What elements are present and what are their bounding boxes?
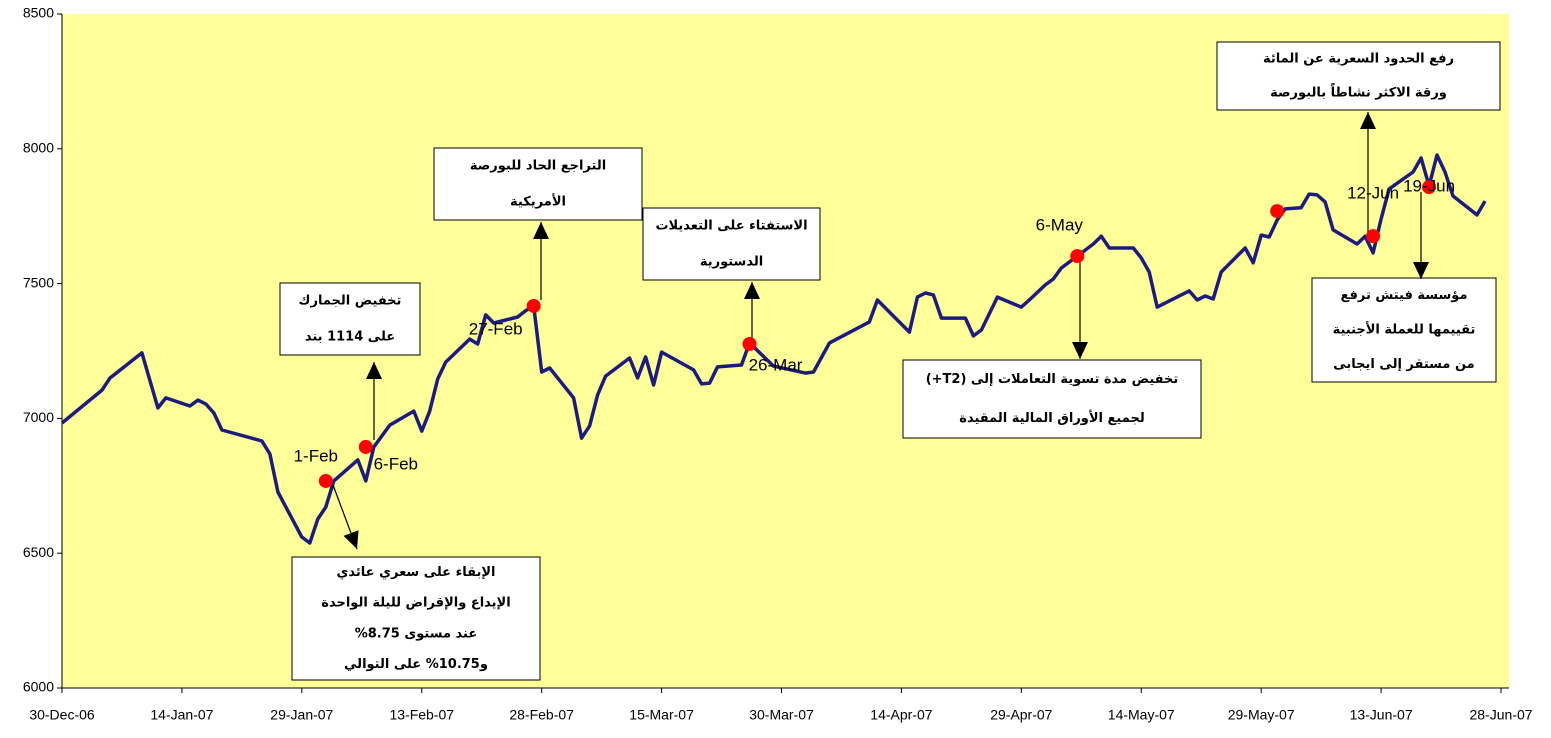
annotation-text: عند مستوى 8.75% <box>355 626 478 641</box>
event-date-label: 26-Mar <box>749 355 803 374</box>
event-date-label: 12-Jun <box>1347 184 1399 203</box>
y-tick-label: 6000 <box>23 679 54 695</box>
x-tick-label: 15-Mar-07 <box>629 707 694 723</box>
event-date-label: 6-Feb <box>374 454 418 473</box>
annotation-text: الاستفتاء على التعديلات <box>655 219 807 234</box>
event-marker <box>1070 249 1085 264</box>
annotation-box <box>642 207 821 281</box>
y-tick-label: 8000 <box>23 140 54 156</box>
x-tick-label: 13-Feb-07 <box>389 707 454 723</box>
annotation-box <box>291 556 541 681</box>
y-tick-label: 7000 <box>23 409 54 425</box>
annotation-text: الإبقاء على سعري عائدي <box>336 565 495 580</box>
event-marker <box>742 336 757 351</box>
event-date-label: 1-Feb <box>294 446 338 465</box>
annotation-text: تقييمها للعملة الأجنبية <box>1333 321 1476 338</box>
event-date-label: 6-May <box>1036 216 1084 235</box>
x-tick-label: 28-Feb-07 <box>509 707 574 723</box>
x-tick-label: 29-Apr-07 <box>990 707 1052 723</box>
annotation-text: الدستورية <box>700 255 763 270</box>
arrow-head <box>1360 112 1376 129</box>
annotation-text: رفع الحدود السعرية عن المائة <box>1263 52 1454 67</box>
annotation-text: الإيداع والإقراض لليلة الواحدة <box>321 596 510 611</box>
annotation-box <box>902 359 1202 439</box>
annotation-text: لجميع الأوراق المالية المقيدة <box>959 409 1144 426</box>
x-tick-label: 29-Jan-07 <box>270 707 333 723</box>
x-tick-label: 30-Mar-07 <box>749 707 814 723</box>
event-date-label: 19-Jun <box>1403 177 1455 196</box>
x-tick-label: 28-Jun-07 <box>1469 707 1532 723</box>
annotation-text: على 1114 بند <box>305 330 395 345</box>
arrow-head <box>366 362 382 379</box>
x-tick-label: 30-Dec-06 <box>29 707 95 723</box>
x-tick-label: 14-May-07 <box>1108 707 1175 723</box>
x-tick-label: 29-May-07 <box>1228 707 1295 723</box>
x-tick-label: 14-Apr-07 <box>870 707 932 723</box>
annotation-box <box>433 147 643 221</box>
arrow-head <box>533 222 549 239</box>
y-tick-label: 6500 <box>23 544 54 560</box>
y-tick-label: 7500 <box>23 274 54 290</box>
annotation-box <box>279 282 421 356</box>
annotation-box <box>1216 41 1501 111</box>
annotation-text: ورقة الاكثر نشاطاً بالبورصة <box>1270 83 1447 101</box>
annotation-text: تخفيض مدة تسوية التعاملات إلى (T2+) <box>926 372 1179 387</box>
event-marker <box>1422 180 1437 195</box>
y-tick-label: 8500 <box>23 5 54 21</box>
annotation-text: و10.75% على التوالي <box>344 657 488 672</box>
annotation-box <box>1311 277 1497 383</box>
plot-area <box>62 14 1509 688</box>
annotation-text: مؤسسة فيتش ترفع <box>1340 288 1467 303</box>
annotation-text: التراجع الحاد للبورصة <box>470 159 606 174</box>
annotation-text: تخفيض الجمارك <box>299 294 402 309</box>
arrow-head <box>1072 342 1088 359</box>
event-marker <box>318 473 333 488</box>
arrow-head <box>343 530 359 549</box>
arrow-head <box>744 282 760 299</box>
event-date-label: 27-Feb <box>469 319 523 338</box>
event-marker <box>1270 204 1285 219</box>
event-marker <box>1366 229 1381 244</box>
annotation-text: الأمريكية <box>510 193 566 210</box>
x-tick-label: 14-Jan-07 <box>150 707 213 723</box>
x-tick-label: 13-Jun-07 <box>1350 707 1413 723</box>
event-marker <box>358 439 373 454</box>
arrow-head <box>1413 262 1429 279</box>
event-marker <box>526 298 541 313</box>
annotation-text: من مستقر إلى ايجابى <box>1333 357 1474 372</box>
